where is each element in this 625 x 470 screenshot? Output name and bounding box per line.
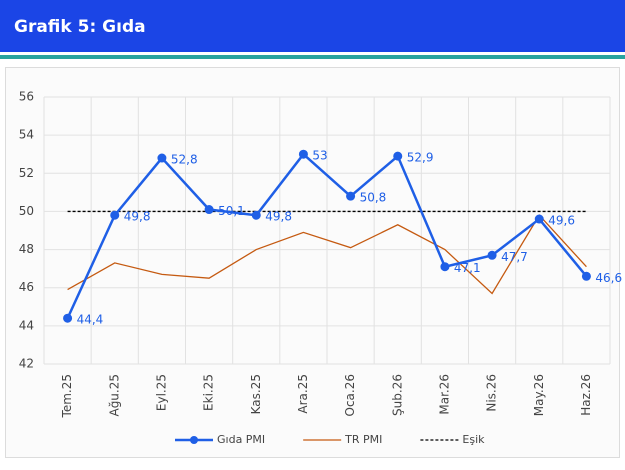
- data-label: 44,4: [77, 313, 104, 327]
- y-tick-label: 56: [19, 90, 34, 104]
- series-line: [67, 214, 587, 295]
- legend-marker: [190, 436, 198, 444]
- data-label: 53: [312, 149, 327, 163]
- marker: [346, 191, 356, 201]
- header-bar: [0, 0, 625, 52]
- marker: [581, 271, 591, 281]
- data-label: 52,9: [407, 151, 434, 165]
- marker: [534, 214, 544, 224]
- data-label: 49,8: [265, 210, 292, 224]
- marker: [110, 210, 120, 220]
- y-tick-label: 42: [19, 357, 34, 371]
- marker: [440, 262, 450, 272]
- data-label: 47,7: [501, 250, 528, 264]
- y-tick-label: 44: [19, 318, 34, 332]
- x-tick-label: May.26: [532, 374, 546, 416]
- header-rule: [0, 55, 625, 59]
- x-tick-label: Eyl.25: [154, 374, 168, 411]
- x-tick-label: Oca.26: [343, 374, 357, 416]
- x-tick-label: Tem.25: [60, 374, 74, 418]
- marker: [487, 250, 497, 260]
- data-label: 50,8: [360, 191, 387, 205]
- x-tick-label: Eki.25: [202, 374, 216, 411]
- chart-frame: [5, 67, 620, 458]
- data-label: 52,8: [171, 153, 198, 167]
- y-tick-label: 52: [19, 166, 34, 180]
- data-label: 49,6: [548, 214, 575, 228]
- marker: [157, 153, 167, 163]
- y-tick-label: 54: [19, 128, 34, 142]
- x-tick-label: Ara.25: [296, 374, 310, 414]
- y-tick-label: 50: [19, 204, 34, 218]
- marker: [393, 151, 403, 161]
- x-tick-label: Şub.26: [390, 374, 404, 416]
- legend-label: Eşik: [462, 433, 485, 446]
- x-tick-label: Nis.26: [485, 374, 499, 412]
- marker: [298, 149, 308, 159]
- data-label: 49,8: [124, 210, 151, 224]
- data-label: 50,1: [218, 204, 245, 218]
- x-tick-label: Haz.26: [579, 374, 593, 416]
- marker: [63, 313, 73, 323]
- y-tick-label: 48: [19, 242, 34, 256]
- legend-label: TR PMI: [344, 433, 382, 446]
- y-tick-label: 46: [19, 280, 34, 294]
- marker: [204, 205, 214, 215]
- header-title: Grafik 5: Gıda: [14, 17, 146, 37]
- data-label: 46,6: [595, 271, 622, 285]
- x-tick-label: Mar.26: [437, 374, 451, 415]
- x-tick-label: Ağu.25: [107, 374, 121, 417]
- marker: [251, 210, 261, 220]
- data-label: 47,1: [454, 261, 481, 275]
- x-tick-label: Kas.25: [249, 374, 263, 414]
- series-line: [66, 152, 588, 319]
- legend-label: Gıda PMI: [217, 433, 265, 446]
